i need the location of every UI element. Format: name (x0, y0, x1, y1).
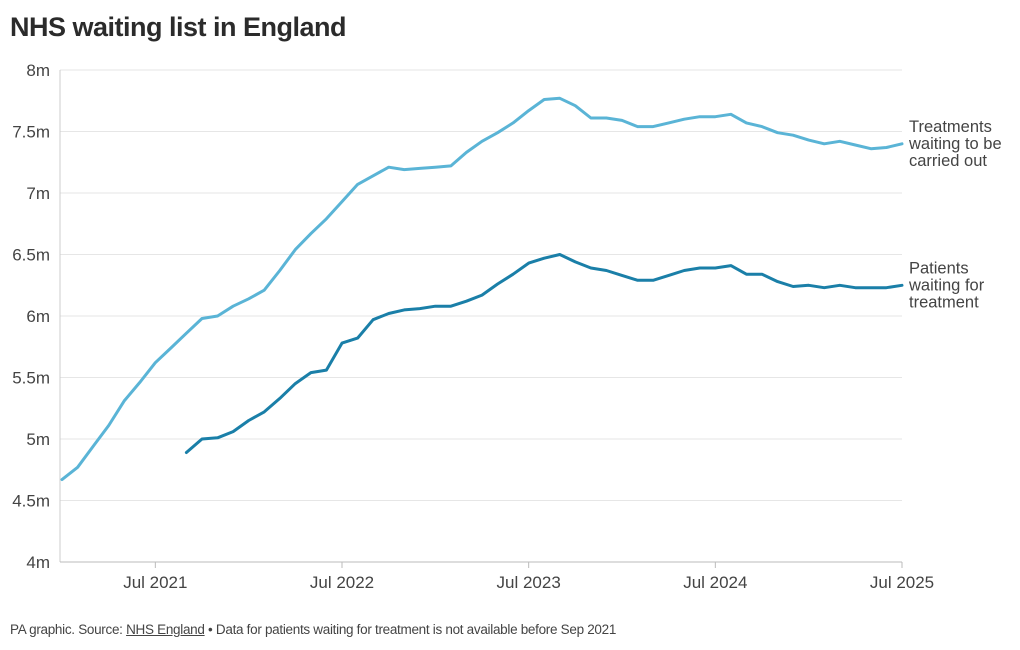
y-tick-label: 7.5m (12, 123, 50, 142)
gridlines (60, 69, 902, 501)
x-axis: Jul 2021 Jul 2022 Jul 2023 Jul 2024 Jul 2025 (60, 561, 934, 592)
chart-title: NHS waiting list in England (10, 12, 347, 42)
x-tick-label: Jul 2021 (123, 573, 187, 592)
y-tick-label: 4m (26, 553, 50, 572)
y-tick-label: 8m (26, 61, 50, 80)
y-tick-label: 6m (26, 307, 50, 326)
series-label-line: waiting to be (908, 135, 1002, 153)
y-tick-label: 6.5m (12, 246, 50, 265)
x-tick-label: Jul 2024 (683, 573, 747, 592)
series-label-line: Patients (909, 259, 969, 277)
footer: PA graphic. Source: NHS England • Data f… (10, 622, 616, 637)
footer-note: • Data for patients waiting for treatmen… (204, 622, 617, 637)
series-label-line: treatment (909, 293, 979, 311)
series-label-line: carried out (909, 152, 987, 170)
x-tick-label: Jul 2022 (310, 573, 374, 592)
series-label-line: Treatments (909, 118, 992, 136)
footer-prefix: PA graphic. Source: (10, 622, 127, 637)
source-link[interactable]: NHS England (126, 622, 205, 637)
series-label-line: waiting for (908, 276, 985, 294)
series-line-1 (184, 253, 904, 454)
series-lines (60, 96, 904, 482)
y-tick-label: 4.5m (12, 492, 50, 511)
x-tick-label: Jul 2025 (870, 573, 934, 592)
y-tick-label: 7m (26, 184, 50, 203)
y-tick-label: 5m (26, 430, 50, 449)
series-line-0 (60, 96, 904, 482)
x-tick-label: Jul 2023 (497, 573, 561, 592)
y-tick-label: 5.5m (12, 369, 50, 388)
y-axis: 4m 4.5m 5m 5.5m 6m 6.5m 7m 7.5m 8m (12, 61, 61, 572)
